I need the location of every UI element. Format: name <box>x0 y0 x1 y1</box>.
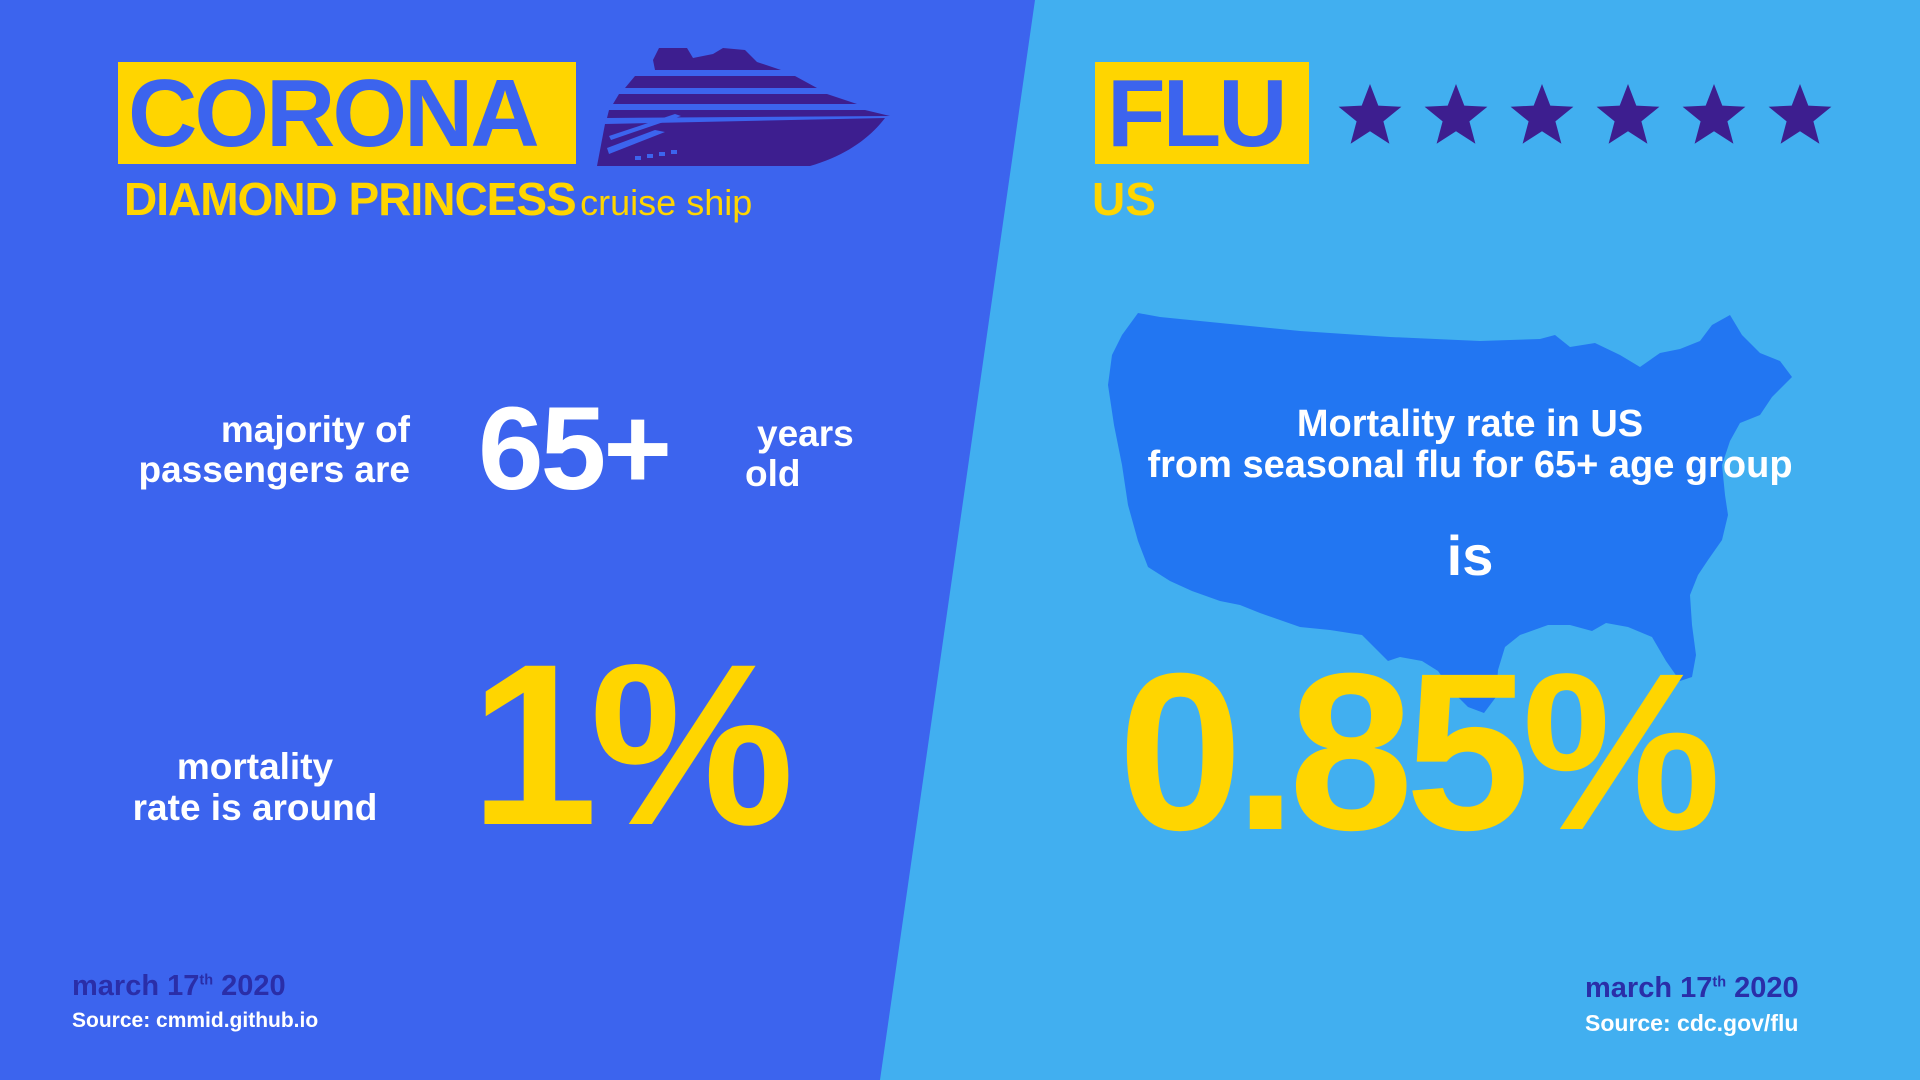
ship-type: cruise ship <box>580 182 753 223</box>
flu-description: Mortality rate in US from seasonal flu f… <box>1100 404 1840 486</box>
flu-text-is: is <box>1446 524 1494 587</box>
age-suffix: years old <box>745 414 854 494</box>
flu-text-line2: from seasonal flu for 65+ age group <box>1147 444 1793 486</box>
corona-mortality-value: 1% <box>470 616 794 873</box>
age-suffix-line1: years <box>757 413 854 454</box>
flu-date-prefix: march 17 <box>1585 972 1713 1004</box>
flu-text-line1: Mortality rate in US <box>1296 403 1644 445</box>
corona-label: CORONA <box>128 60 540 167</box>
us-map-icon <box>1108 313 1792 713</box>
flu-date-sup: th <box>1712 974 1727 991</box>
flu-date-year: 2020 <box>1734 972 1799 1004</box>
flu-date: march 17th 2020 <box>1585 974 1799 1003</box>
mortality-label: mortality rate is around <box>110 746 400 828</box>
age-prefix-line1: majority of <box>220 409 410 450</box>
corona-date: march 17th 2020 <box>72 972 286 1001</box>
star-icon <box>1510 84 1574 144</box>
flu-source: Source: cdc.gov/flu <box>1585 1010 1799 1036</box>
mortality-line2: rate is around <box>132 787 378 828</box>
age-value: 65+ <box>478 383 672 515</box>
star-icon <box>1596 84 1660 144</box>
cruise-ship-icon <box>597 48 890 166</box>
stars-row <box>1338 84 1832 144</box>
mortality-line1: mortality <box>176 746 334 787</box>
star-icon <box>1682 84 1746 144</box>
flu-mortality-value: 0.85% <box>1118 627 1721 877</box>
flu-label: FLU <box>1107 60 1288 167</box>
corona-date-prefix: march 17 <box>72 970 200 1002</box>
flu-label-box <box>1095 62 1309 164</box>
corona-subtitle: DIAMOND PRINCESS cruise ship <box>124 176 752 222</box>
corona-label-box <box>118 62 576 164</box>
ship-name: DIAMOND PRINCESS <box>124 173 577 225</box>
corona-source: Source: cmmid.github.io <box>72 1009 319 1032</box>
flu-subtitle: US <box>1092 173 1156 225</box>
star-icon <box>1338 84 1402 144</box>
age-prefix-line2: passengers are <box>138 449 410 490</box>
star-icon <box>1768 84 1832 144</box>
star-icon <box>1424 84 1488 144</box>
corona-date-year: 2020 <box>221 970 286 1002</box>
age-prefix: majority of passengers are <box>100 410 410 490</box>
corona-date-sup: th <box>199 972 214 989</box>
age-suffix-line2: old <box>745 453 801 494</box>
